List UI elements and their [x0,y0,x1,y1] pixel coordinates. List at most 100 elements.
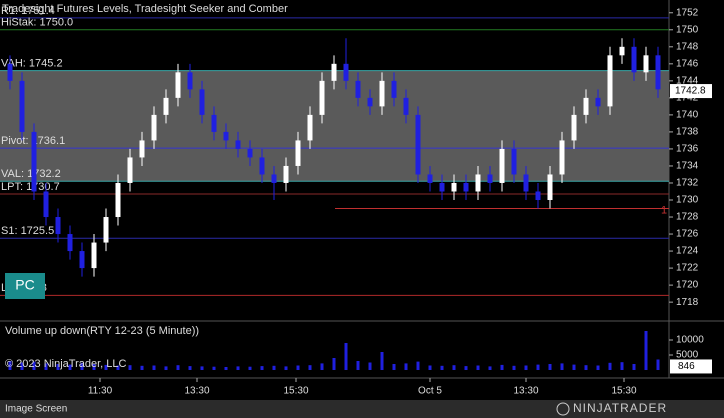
volume-bar [548,364,552,370]
logo-icon [556,402,570,416]
volume-bar [68,364,72,370]
candle-body [151,114,157,141]
level-label: LPT: 1730.7 [1,181,60,193]
volume-bar [320,363,324,370]
candle-body [523,174,529,192]
candle-body [355,80,361,98]
volume-bar [140,365,144,370]
y-tick-label: 1738 [676,127,699,138]
volume-tick-label: 5000 [676,350,699,361]
candle-body [547,174,553,200]
candle-body [199,89,205,115]
volume-bar [248,366,252,370]
volume-bar [188,366,192,370]
candle-body [619,46,625,56]
volume-bar [476,365,480,370]
volume-bar [56,364,60,370]
volume-bar [92,364,96,370]
y-tick-label: 1740 [676,110,699,121]
y-tick-label: 1728 [676,212,699,223]
candle-body [19,80,25,132]
volume-bar [572,364,576,370]
volume-bar [500,364,504,370]
y-tick-label: 1748 [676,41,699,52]
volume-bar [80,362,84,370]
y-tick-label: 1734 [676,161,699,172]
x-tick-label: 15:30 [283,386,308,397]
volume-bar [632,364,636,370]
candle-body [271,174,277,183]
candle-body [571,114,577,141]
volume-bar [380,352,384,370]
candle-body [55,217,61,235]
volume-title: Volume up down(RTY 12-23 (5 Minute)) [5,325,199,337]
pc-button[interactable] [5,273,45,299]
candle-body [175,72,181,98]
candle-body [487,174,493,183]
volume-bar [596,365,600,370]
candle-body [139,140,145,158]
volume-bar [44,363,48,370]
candle-body [187,72,193,90]
candle-body [283,165,289,183]
candle-body [295,140,301,166]
volume-bar [200,366,204,370]
candle-body [607,55,613,107]
candle-body [235,140,241,149]
y-tick-label: 1726 [676,229,699,240]
candle-body [511,148,517,175]
candle-body [343,63,349,81]
candle-body [391,80,397,98]
y-tick-label: 1720 [676,280,699,291]
level-label: HiStak: 1750.0 [1,17,73,29]
candle-body [307,114,313,141]
volume-bar [488,366,492,370]
level-label: R1: 1751.4 [1,5,55,17]
candle-body [499,148,505,183]
volume-bar [332,358,336,370]
y-tick-label: 1752 [676,7,699,18]
candle-body [331,63,337,81]
volume-bar [224,367,228,370]
plot: 1718 1720 1722 1724 1726 1728 1730 1732 1734 1736… [0,5,712,397]
level-label: VAH: 1745.2 [1,58,63,70]
logo: NINJATRADER [573,401,667,415]
volume-bar [608,362,612,370]
pc-button-label[interactable]: PC [15,277,34,293]
candle-body [439,182,445,192]
candle-body [379,80,385,107]
volume-bar [524,365,528,370]
volume-bar [536,364,540,370]
chart-title: Tradesight Futures Levels, Tradesight Se… [2,3,288,15]
candle-body [163,97,169,115]
y-tick-label: 1730 [676,195,699,206]
volume-tick-label: 10000 [676,335,704,346]
last-price-box [670,84,712,99]
volume-bar [656,359,660,370]
volume-bar [620,362,624,370]
volume-bar [512,365,516,370]
candle-body [259,157,265,175]
candle-body [319,80,325,115]
volume-bar [284,366,288,370]
volume-bar [392,364,396,370]
candle-body [595,97,601,107]
candle-body [367,97,373,107]
level-label: S1: 1725.5 [1,225,54,237]
volume-bar [428,365,432,370]
candle-body [223,131,229,141]
volume-bar [452,365,456,370]
volume-last-box [670,359,712,374]
level-label: VAL: 1732.2 [1,168,61,180]
y-tick-label: 1750 [676,24,699,35]
volume-bar [20,362,24,370]
candle-body [655,55,661,90]
candle-body [403,97,409,115]
y-tick-label: 1736 [676,144,699,155]
volume-bar [356,361,360,370]
x-tick-label: Oct 5 [418,386,442,397]
volume-bar [584,365,588,370]
candle-body [475,174,481,192]
y-tick-label: 1722 [676,263,699,274]
